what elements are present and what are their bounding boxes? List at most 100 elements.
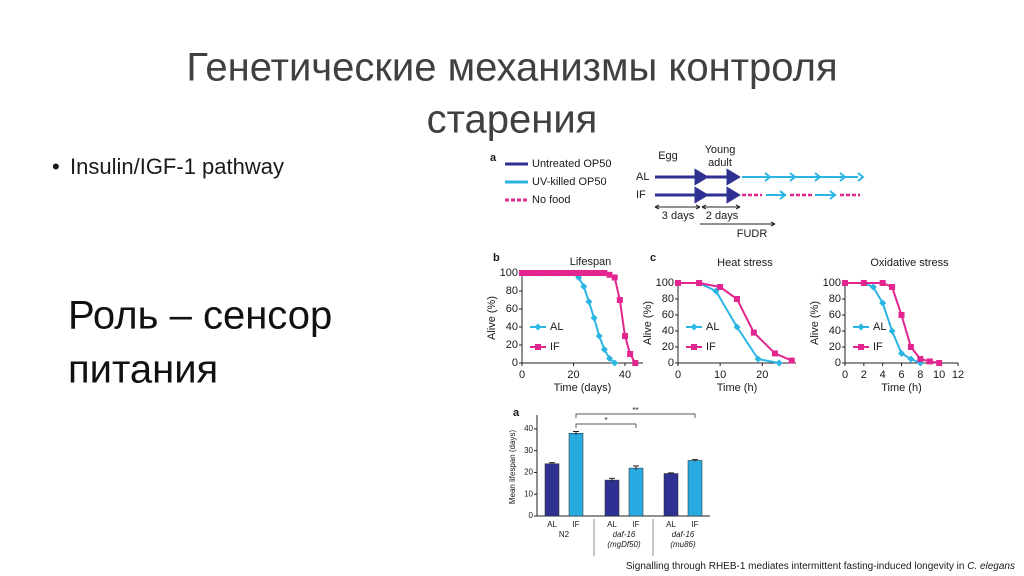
marker	[539, 270, 546, 276]
legend-label: IF	[550, 341, 560, 353]
caption: Signalling through RHEB-1 mediates inter…	[626, 561, 1015, 572]
x-tick-label: 4	[880, 369, 886, 381]
x-tick-label: 10	[714, 369, 726, 381]
group-label: (mu86)	[670, 540, 696, 549]
stage: adult	[708, 157, 732, 169]
marker	[601, 270, 608, 276]
legend-label: IF	[873, 341, 883, 353]
marker	[606, 271, 613, 278]
marker	[860, 280, 867, 286]
x-tick-label: 20	[567, 369, 579, 381]
panel-label: a	[513, 407, 520, 419]
group-label: daf-16	[613, 530, 636, 539]
marker	[879, 299, 887, 307]
y-tick-label: 40	[662, 325, 674, 337]
y-tick-label: 80	[506, 285, 518, 297]
marker	[907, 344, 914, 350]
marker	[889, 284, 896, 290]
x-tick-label: IF	[632, 520, 639, 529]
marker	[675, 280, 681, 286]
marker	[898, 312, 905, 318]
span-arrow	[701, 204, 741, 210]
marker	[888, 327, 896, 335]
x-tick-label: 10	[933, 369, 945, 381]
y-tick-label: 100	[656, 277, 674, 289]
legend-label: AL	[706, 321, 719, 333]
arrow-head	[726, 168, 741, 186]
marker	[611, 274, 618, 281]
marker	[585, 298, 593, 306]
marker	[595, 332, 603, 340]
y-axis-label: Mean lifespan (days)	[508, 430, 517, 505]
marker	[600, 346, 608, 353]
span-arrow	[654, 204, 701, 210]
marker	[926, 358, 933, 365]
x-tick-label: IF	[572, 520, 579, 529]
marker	[627, 351, 634, 357]
marker	[590, 314, 598, 322]
span-arrow	[700, 221, 776, 227]
arrow-head	[694, 168, 709, 186]
y-axis-label: Alive (%)	[642, 301, 654, 345]
marker	[632, 360, 639, 366]
y-tick-label: 0	[668, 357, 674, 369]
marker	[606, 355, 614, 362]
panel-label: b	[493, 252, 500, 264]
title-line: старения	[427, 98, 598, 142]
x-axis-label: Time (h)	[717, 382, 758, 394]
y-tick-label: 100	[823, 277, 841, 289]
y-tick-label: 0	[835, 357, 841, 369]
statement-line: Роль – сенсор	[68, 294, 332, 338]
legend-marker	[535, 344, 541, 350]
y-tick-label: 20	[524, 468, 533, 477]
schematic: a Untreated OP50 UV-killed OP50 No food …	[490, 144, 865, 240]
legend-label: Untreated OP50	[532, 158, 612, 170]
arrow-head	[726, 186, 741, 204]
legend-marker	[858, 344, 864, 350]
marker	[585, 270, 592, 276]
x-tick-label: AL	[666, 520, 676, 529]
x-tick-label: AL	[607, 520, 617, 529]
marker	[621, 333, 628, 339]
legend-marker	[534, 323, 542, 331]
marker	[771, 350, 778, 357]
x-axis-label: Time (h)	[881, 382, 922, 394]
treatment: FUDR	[737, 228, 768, 240]
stage: Egg	[658, 150, 678, 162]
y-tick-label: 10	[524, 489, 533, 498]
x-tick-label: 40	[619, 369, 631, 381]
marker	[549, 270, 556, 276]
marker	[611, 359, 619, 367]
y-axis-label: Alive (%)	[809, 301, 821, 345]
group-label: (mgDf50)	[607, 540, 641, 549]
x-axis-label: Time (days)	[554, 382, 612, 394]
caption-text: Signalling through RHEB-1 mediates inter…	[626, 561, 967, 572]
duration: 2 days	[706, 210, 739, 222]
marker	[754, 355, 762, 363]
marker	[917, 356, 924, 362]
bar	[568, 432, 584, 517]
significance-label: **	[632, 406, 638, 415]
marker	[519, 270, 525, 276]
marker	[580, 283, 588, 290]
y-tick-label: 60	[829, 309, 841, 321]
marker	[534, 270, 541, 276]
significance-bracket	[575, 413, 696, 418]
y-axis-label: Alive (%)	[486, 296, 498, 340]
marker	[869, 283, 877, 291]
marker	[616, 297, 623, 303]
marker	[591, 270, 598, 276]
marker	[529, 270, 536, 276]
y-tick-label: 40	[829, 325, 841, 337]
marker	[936, 360, 943, 366]
y-tick-label: 20	[829, 341, 841, 353]
statement-line: питания	[68, 348, 218, 392]
x-tick-label: 0	[842, 369, 848, 381]
arrow	[742, 172, 865, 182]
duration: 3 days	[662, 210, 695, 222]
y-tick-label: 100	[500, 267, 518, 279]
marker	[775, 359, 783, 367]
marker	[717, 284, 724, 290]
y-tick-label: 60	[506, 303, 518, 315]
